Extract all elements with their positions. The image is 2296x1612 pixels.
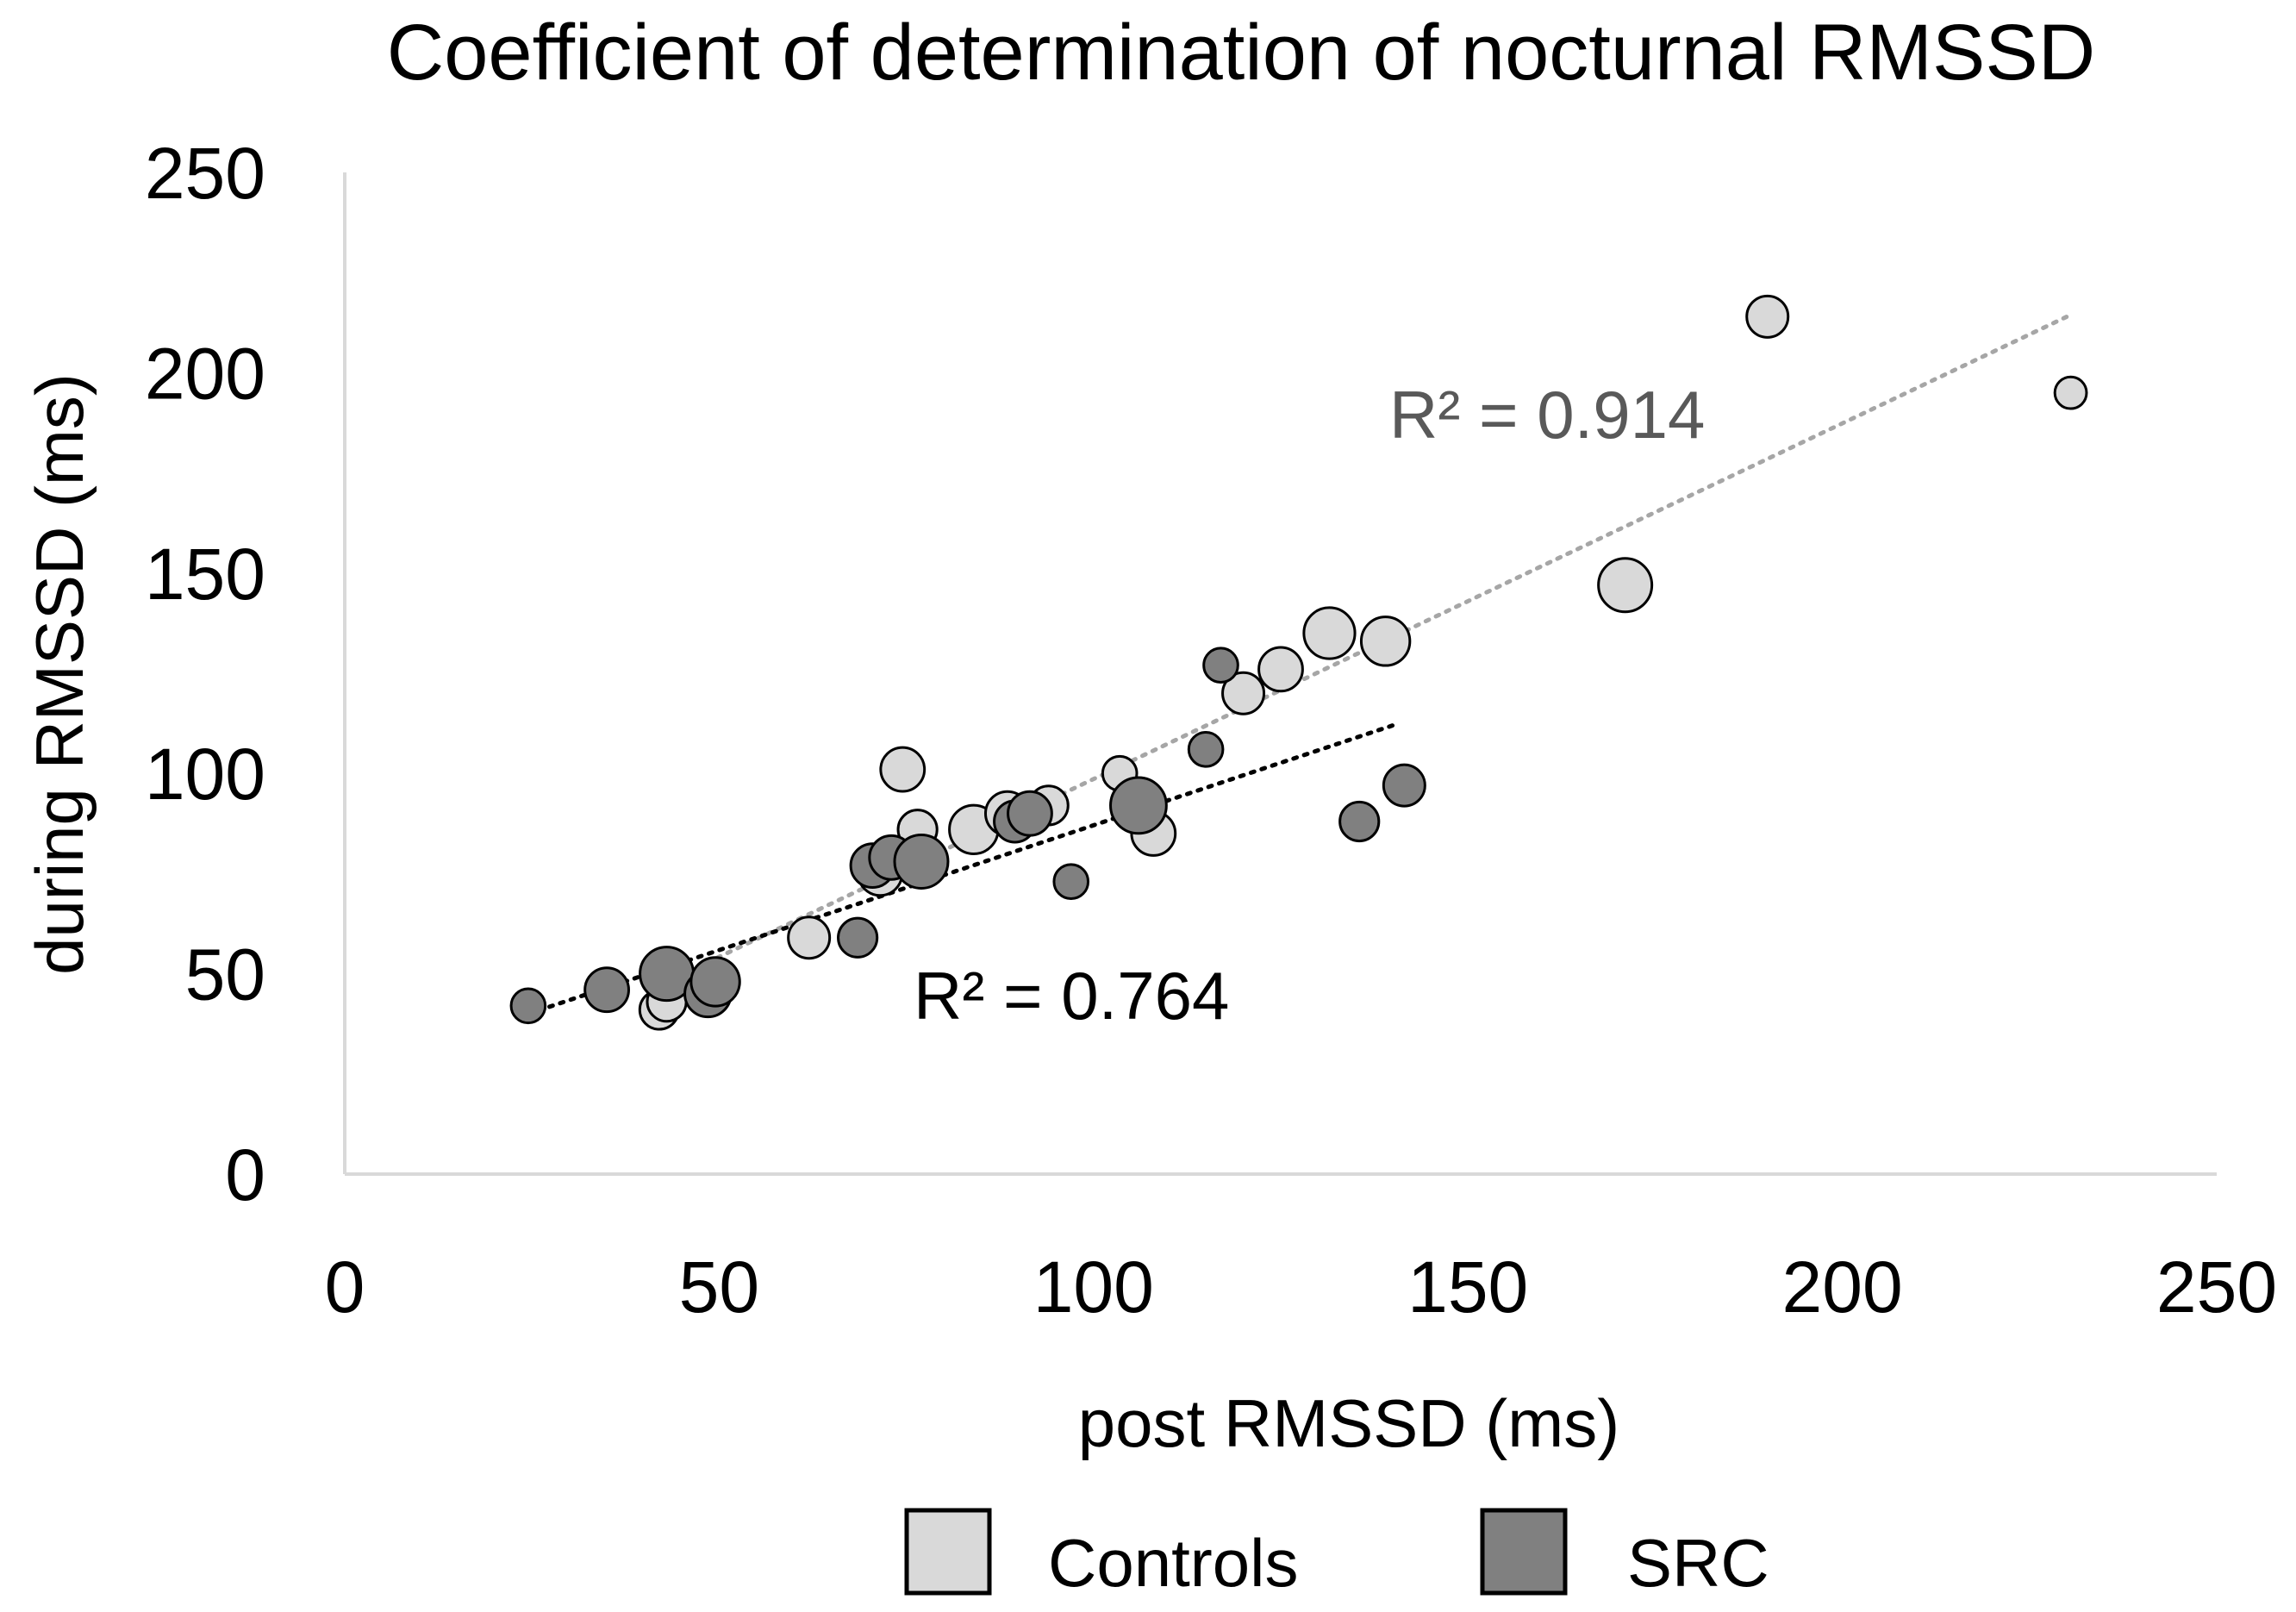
data-point-src bbox=[1187, 731, 1225, 768]
x-tick-label: 150 bbox=[1407, 1246, 1528, 1328]
data-point-src bbox=[893, 833, 950, 890]
data-point-src bbox=[1338, 800, 1381, 843]
x-tick-label: 0 bbox=[325, 1246, 365, 1328]
data-point-src bbox=[509, 987, 547, 1025]
legend: Controls SRC bbox=[904, 1508, 1769, 1601]
data-point-controls bbox=[1745, 294, 1790, 339]
data-point-src bbox=[1202, 647, 1239, 684]
legend-label-controls: Controls bbox=[1048, 1525, 1298, 1601]
data-point-controls bbox=[1359, 615, 1412, 667]
r-squared-label-src: R² = 0.764 bbox=[914, 958, 1229, 1034]
r-squared-label-controls: R² = 0.914 bbox=[1389, 377, 1705, 453]
x-tick-label: 200 bbox=[1782, 1246, 1903, 1328]
data-point-controls bbox=[1257, 646, 1304, 693]
y-axis-label: during RMSSD (ms) bbox=[22, 373, 97, 975]
data-point-src bbox=[1052, 863, 1090, 900]
y-tick-label: 250 bbox=[145, 133, 265, 214]
data-point-controls bbox=[787, 915, 832, 960]
x-tick-label: 250 bbox=[2156, 1246, 2277, 1328]
data-point-src bbox=[1382, 763, 1426, 808]
y-tick-label: 100 bbox=[145, 734, 265, 815]
y-tick-label: 0 bbox=[225, 1134, 265, 1215]
data-point-controls bbox=[2053, 375, 2088, 410]
y-tick-label: 200 bbox=[145, 333, 265, 414]
data-point-src bbox=[689, 956, 741, 1008]
data-points bbox=[509, 294, 2088, 1031]
x-axis-label: post RMSSD (ms) bbox=[1078, 1385, 1619, 1461]
x-tick-labels: 0 50 100 150 200 250 bbox=[325, 1246, 2277, 1328]
y-tick-labels: 0 50 100 150 200 250 bbox=[145, 133, 265, 1215]
y-tick-label: 50 bbox=[185, 934, 265, 1015]
data-point-controls bbox=[1221, 671, 1266, 715]
y-tick-label: 150 bbox=[145, 534, 265, 615]
chart-title: Coefficient of determination of nocturna… bbox=[387, 9, 2095, 97]
data-point-src bbox=[1007, 790, 1053, 837]
legend-swatch-src bbox=[1480, 1508, 1568, 1596]
data-point-src bbox=[1109, 776, 1168, 835]
x-tick-label: 50 bbox=[679, 1246, 759, 1328]
legend-swatch-controls bbox=[904, 1508, 992, 1596]
data-point-controls bbox=[1597, 557, 1654, 614]
data-point-src bbox=[583, 966, 630, 1014]
x-tick-label: 100 bbox=[1033, 1246, 1154, 1328]
data-point-src bbox=[837, 916, 879, 959]
data-point-controls bbox=[879, 746, 927, 793]
axes bbox=[343, 172, 2217, 1176]
data-point-controls bbox=[1302, 606, 1357, 660]
legend-label-src: SRC bbox=[1627, 1525, 1769, 1601]
